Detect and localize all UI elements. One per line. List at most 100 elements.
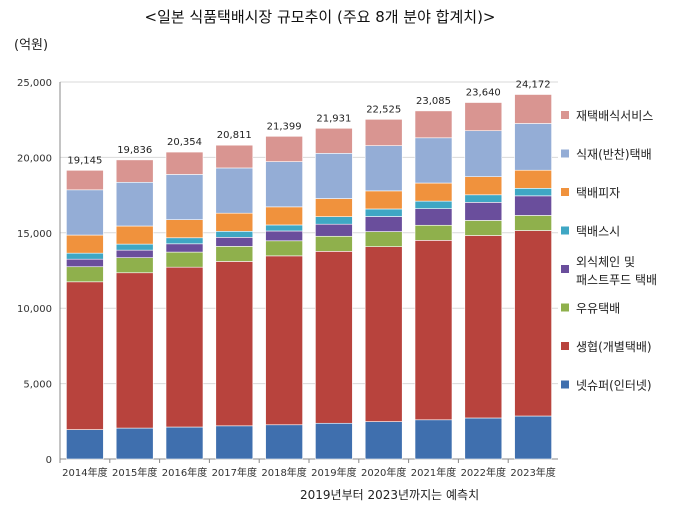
- bar-segment: [514, 195, 552, 216]
- bar-segment: [414, 200, 453, 209]
- bar-segment: [464, 130, 503, 178]
- bar-segment: [364, 216, 403, 232]
- x-tick-label: 2019年度: [311, 466, 356, 479]
- bar-segment: [514, 123, 552, 171]
- x-tick-label: 2016年度: [162, 466, 207, 479]
- legend-label: 생협(개별택배): [576, 340, 652, 354]
- bar-segment: [315, 127, 353, 154]
- bar-segment: [464, 235, 503, 419]
- bar-segment: [215, 425, 254, 460]
- bar-segment: [66, 266, 104, 283]
- x-tick-label: 2014年度: [62, 466, 107, 479]
- bar-segment: [364, 246, 403, 422]
- bar-segment: [364, 208, 403, 217]
- bar-segment: [265, 424, 303, 460]
- bar-segment: [66, 258, 104, 268]
- bar-segment: [66, 189, 104, 236]
- legend-label: 패스트푸드 택배: [576, 273, 657, 287]
- bar-segment: [414, 419, 453, 460]
- bar-segment: [165, 426, 204, 460]
- data-label-total: 19,836: [117, 145, 152, 156]
- bar-segment: [414, 208, 453, 226]
- x-tick-label: 2018年度: [261, 466, 306, 479]
- bar-segment: [66, 281, 104, 430]
- bar-segment: [464, 194, 503, 203]
- x-tick-label: 2021年度: [411, 466, 456, 479]
- bar-segment: [364, 190, 403, 210]
- bar-segment: [66, 169, 104, 191]
- y-axis-unit-label: (억원): [14, 38, 49, 53]
- bar-segment: [215, 230, 254, 238]
- bar-segment: [265, 240, 303, 257]
- x-tick-label: 2017年度: [212, 466, 257, 479]
- bar-segment: [414, 182, 453, 202]
- bar-segment: [315, 422, 353, 460]
- bar-segment: [265, 206, 303, 226]
- bar-segment: [66, 429, 104, 460]
- chart-title: <일본 식품택배시장 규모추이 (주요 8개 분야 합계치)>: [144, 8, 496, 26]
- bar-segment: [215, 144, 254, 169]
- forecast-note: 2019년부터 2023년까지는 예측치: [300, 488, 480, 502]
- bar-segment: [464, 220, 503, 236]
- y-tick-label: 0: [46, 455, 52, 466]
- bar-segment: [514, 94, 552, 124]
- bar-segment: [364, 119, 403, 146]
- x-tick-label: 2015年度: [112, 466, 157, 479]
- bar-segment: [514, 415, 552, 460]
- bar-segment: [315, 251, 353, 424]
- bar-segment: [464, 417, 503, 460]
- x-tick-label: 2023年度: [510, 466, 555, 479]
- bar-segment: [265, 255, 303, 426]
- bar-segment: [414, 110, 453, 139]
- data-label-total: 24,172: [516, 79, 551, 90]
- bar-segment: [315, 216, 353, 225]
- legend-swatch: [561, 226, 569, 235]
- bar-segment: [165, 174, 204, 220]
- bar-segment: [464, 176, 503, 196]
- bar-segment: [115, 272, 154, 429]
- data-label-total: 23,640: [466, 88, 501, 99]
- bar-segment: [215, 261, 254, 427]
- legend-swatch: [561, 342, 569, 350]
- bar-segment: [364, 421, 403, 460]
- y-tick-label: 20,000: [17, 153, 52, 164]
- bar-segment: [115, 427, 154, 460]
- legend-swatch: [561, 188, 569, 196]
- bar-segment: [115, 181, 154, 227]
- bar-segment: [165, 243, 204, 253]
- bar-segment: [514, 169, 552, 189]
- data-label-total: 23,085: [416, 96, 451, 107]
- bar-segment: [315, 235, 353, 252]
- bar-segment: [215, 237, 254, 247]
- bar-segment: [165, 219, 204, 239]
- legend-label: 택배스시: [576, 225, 620, 239]
- bar-segment: [265, 230, 303, 242]
- legend-label: 식재(반찬)택배: [576, 147, 652, 162]
- bar-segment: [115, 249, 154, 258]
- bar-segment: [265, 161, 303, 208]
- bar-segment: [215, 246, 254, 262]
- legend-label: 외식체인 및: [576, 255, 635, 269]
- bar-segment: [165, 251, 204, 268]
- data-label-total: 19,145: [67, 155, 102, 166]
- bar-segment: [414, 240, 453, 421]
- bar-segment: [315, 198, 353, 217]
- bar-segment: [115, 257, 154, 274]
- legend-label: 우유택배: [576, 302, 620, 316]
- bar-segment: [115, 159, 154, 183]
- bar-segment: [115, 225, 154, 245]
- bar-segment: [215, 167, 254, 214]
- legend-swatch: [561, 111, 569, 119]
- bar-segment: [66, 252, 104, 260]
- legend-label: 넷슈퍼(인터넷): [576, 379, 652, 393]
- bar-segment: [265, 224, 303, 232]
- legend-swatch: [561, 265, 569, 273]
- y-tick-label: 5,000: [23, 380, 52, 391]
- x-tick-label: 2022年度: [461, 466, 506, 479]
- data-label-total: 21,399: [267, 121, 302, 132]
- bar-segment: [215, 212, 254, 232]
- x-tick-label: 2020年度: [361, 466, 406, 479]
- bar-segment: [464, 102, 503, 132]
- legend-label: 택배피자: [576, 186, 620, 200]
- bar-segment: [364, 231, 403, 247]
